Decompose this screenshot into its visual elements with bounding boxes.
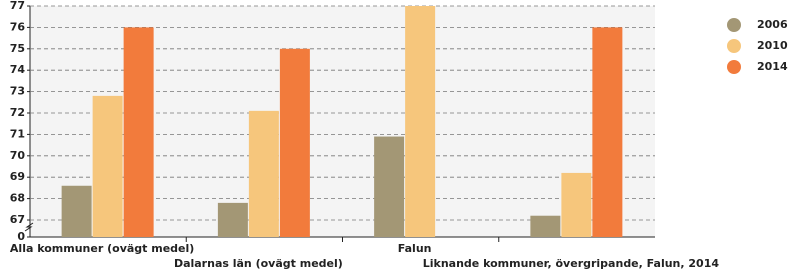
bar	[592, 27, 623, 238]
bar	[92, 95, 123, 237]
x-tick-label: Falun	[398, 242, 432, 255]
x-tick-label: Dalarnas län (ovägt medel)	[174, 257, 343, 270]
y-tick-label: 0	[17, 230, 25, 243]
legend-label: 2010	[757, 39, 788, 52]
legend-marker	[727, 60, 741, 74]
axis-break	[24, 222, 34, 232]
x-tick-label: Liknande kommuner, övergripande, Falun, …	[423, 257, 720, 270]
y-tick-label: 67	[10, 213, 25, 226]
x-tick-label: Alla kommuner (ovägt medel)	[10, 242, 194, 255]
legend-marker	[727, 39, 741, 53]
bar	[561, 172, 592, 237]
y-tick-label: 76	[10, 20, 26, 33]
bar	[248, 110, 279, 237]
bar	[279, 48, 310, 237]
y-tick-label: 72	[10, 106, 25, 119]
y-tick-label: 70	[10, 149, 26, 162]
y-tick-label: 68	[10, 192, 25, 205]
y-tick-label: 71	[10, 127, 25, 140]
y-tick-label: 77	[10, 0, 25, 12]
y-tick-label: 73	[10, 85, 25, 98]
bar	[217, 202, 248, 237]
legend-marker	[727, 18, 741, 32]
bar	[405, 6, 436, 237]
bar	[530, 215, 561, 237]
bar	[374, 136, 405, 237]
legend-label: 2014	[757, 60, 788, 73]
y-tick-label: 74	[10, 63, 26, 76]
bar	[123, 27, 154, 238]
bar	[61, 185, 92, 237]
y-tick-label: 69	[10, 170, 25, 183]
legend-label: 2006	[757, 18, 788, 31]
y-tick-label: 75	[10, 42, 25, 55]
